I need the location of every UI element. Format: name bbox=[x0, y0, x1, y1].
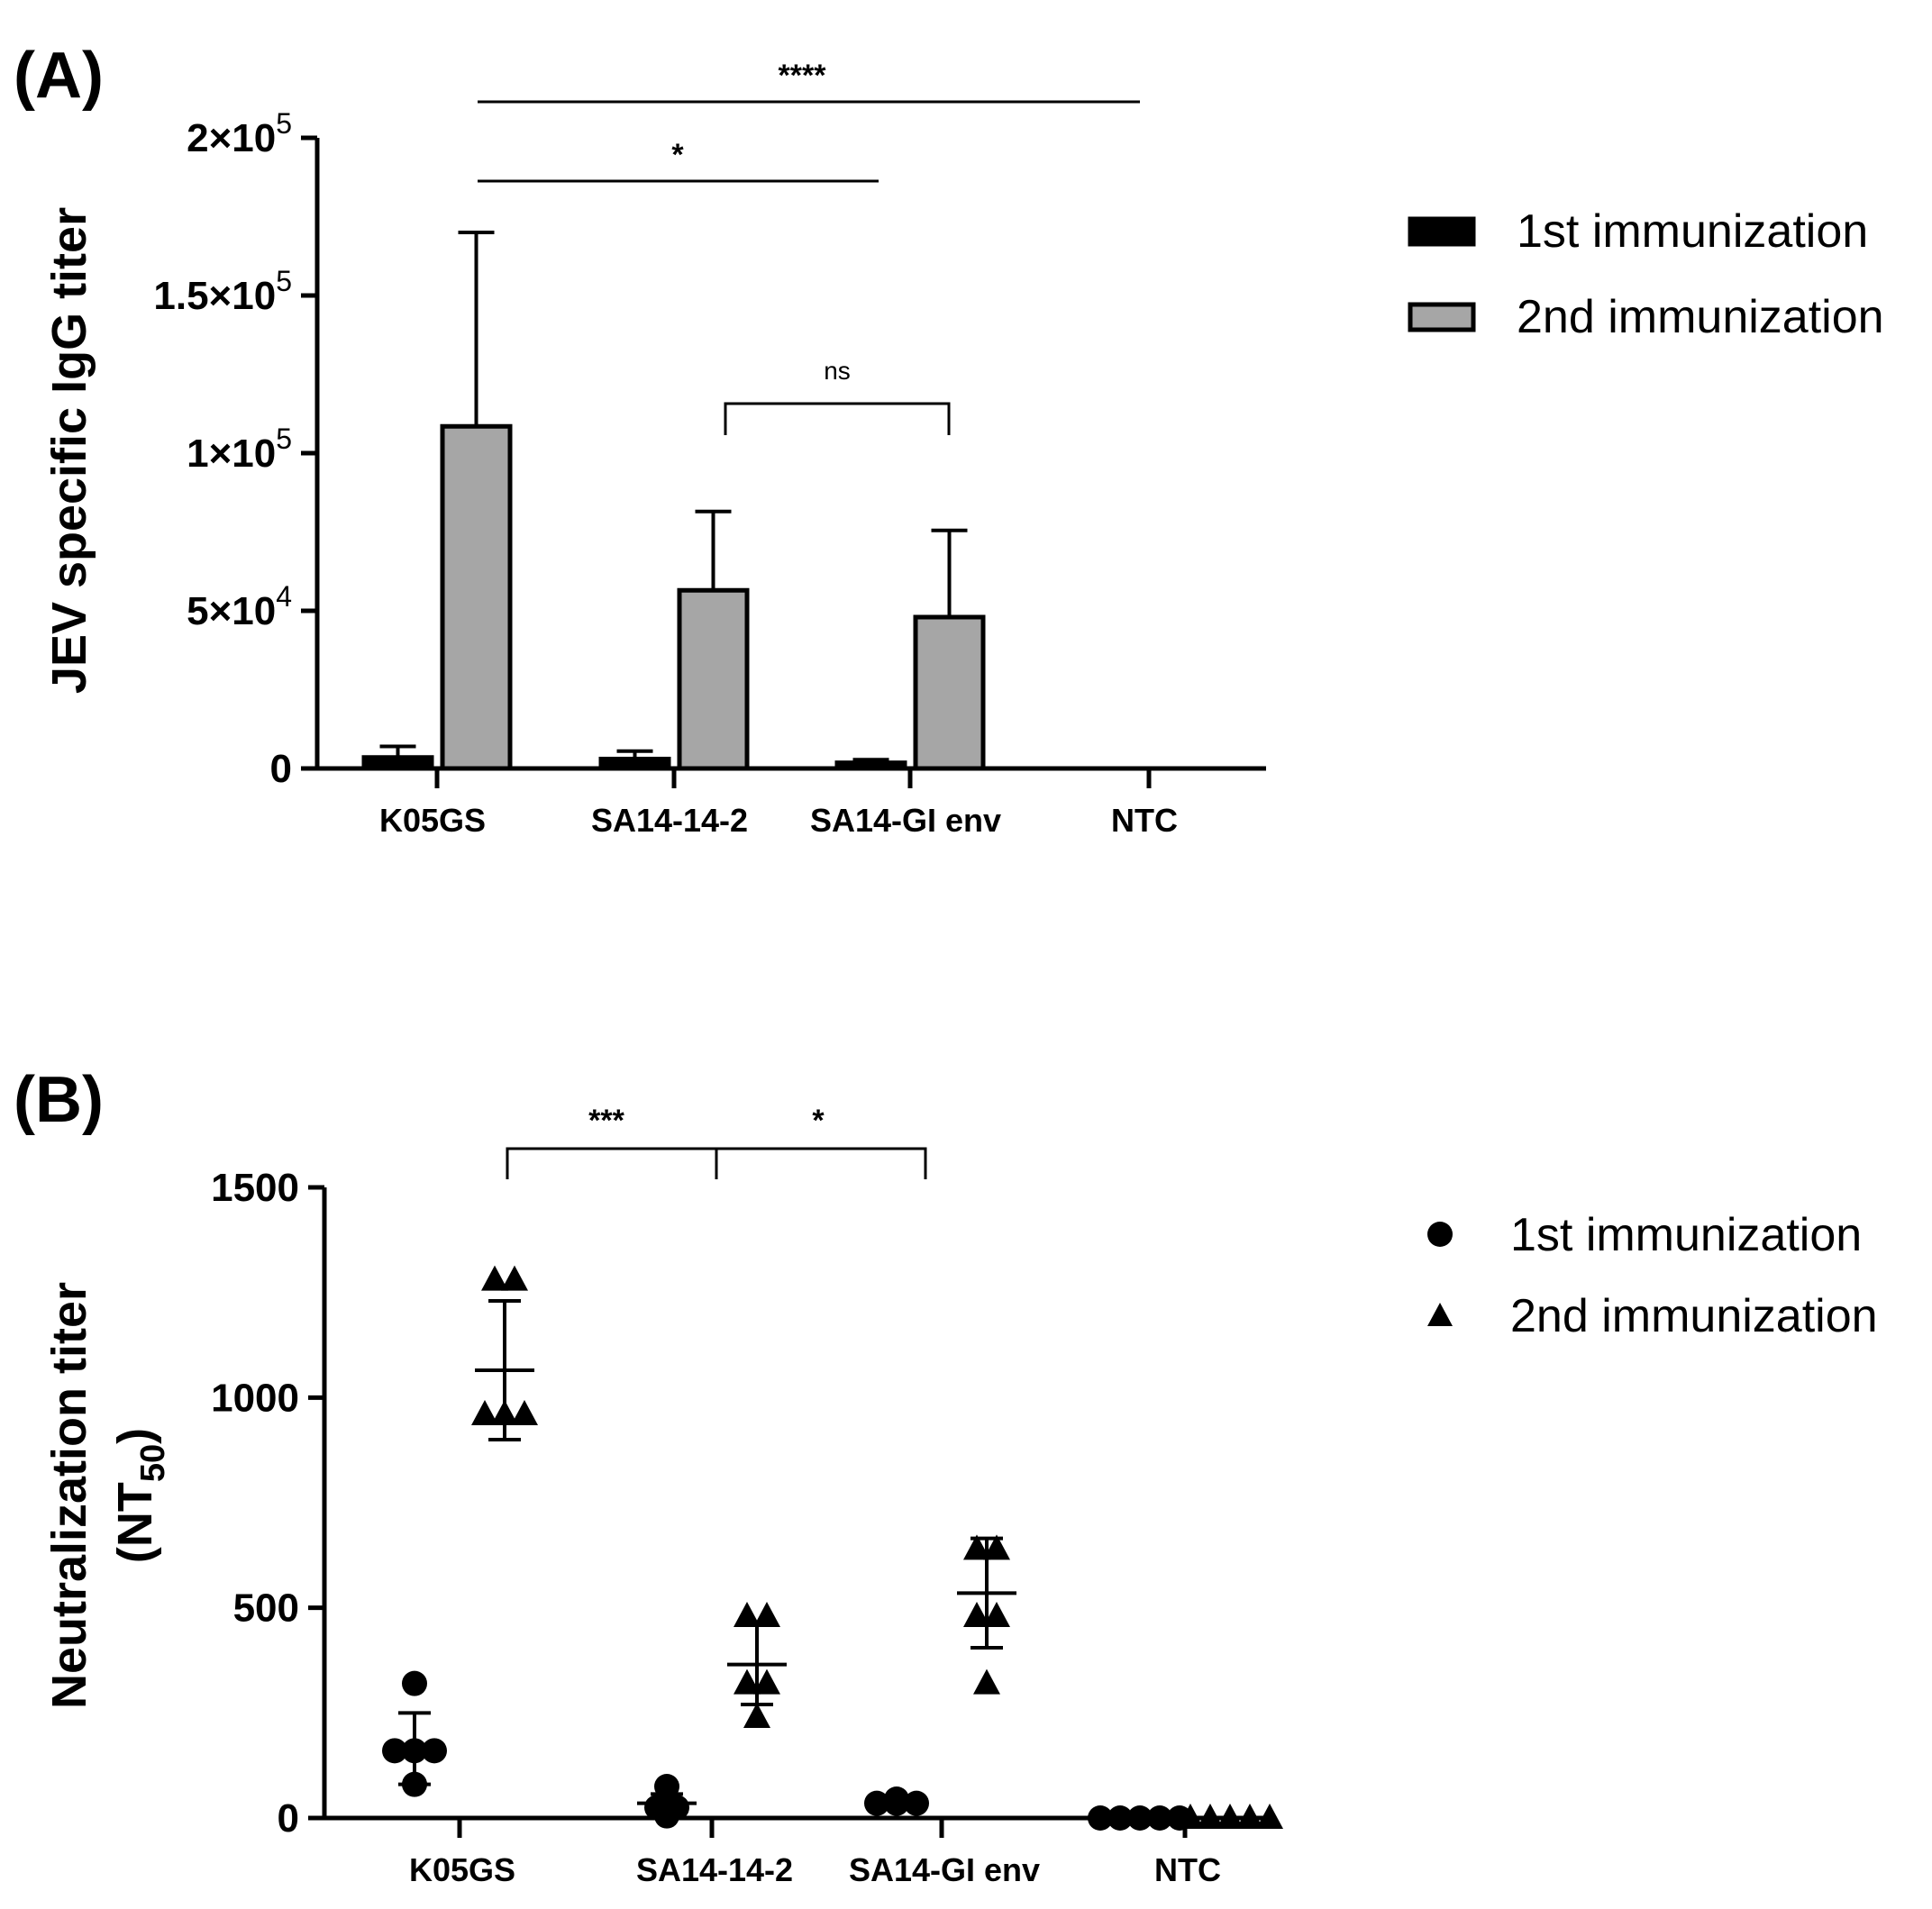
legend-b-triangle-marker bbox=[1427, 1303, 1453, 1326]
panel-a-category-sa14-gi-env: SA14-GI env bbox=[810, 802, 1001, 839]
sig-label-k05gs-ntc: **** bbox=[779, 59, 827, 93]
sig-label-ns: ns bbox=[824, 357, 851, 385]
panel-b-point-triangle bbox=[734, 1602, 761, 1627]
panel-a-legend: 1st immunization 2nd immunization bbox=[1408, 205, 1884, 343]
sig-bracket-sa14142-sa14gi bbox=[724, 402, 951, 435]
panel-a-y-axis-title: JEV specific IgG titer bbox=[42, 207, 96, 694]
panel-b-y-axis-title-line1-group: Neutralization titer bbox=[42, 1282, 96, 1709]
panel-a-y-ticks: 0 5×104 1×105 1.5×105 2×105 bbox=[153, 107, 317, 791]
panel-b-point-triangle bbox=[963, 1602, 990, 1627]
panel-b-point-triangle bbox=[983, 1534, 1010, 1560]
panel-b-point-circle bbox=[422, 1738, 447, 1764]
panel-a-bar-2nd-immunization-k05gs bbox=[440, 423, 513, 771]
panel-b-point-triangle bbox=[973, 1668, 1000, 1695]
panel-a-significance: **** * ns bbox=[478, 59, 1140, 435]
legend-b-label-2nd: 2nd immunization bbox=[1510, 1290, 1878, 1342]
panel-b-y-ticks: 0 500 1000 1500 bbox=[211, 1166, 324, 1841]
panel-b-label: (B) bbox=[14, 1064, 104, 1136]
sig-bracket-k05gs-sa14gi bbox=[506, 1147, 927, 1179]
panel-a-category-k05gs: K05GS bbox=[379, 802, 486, 839]
legend-b-circle-marker bbox=[1427, 1222, 1453, 1247]
panel-b-point-triangle bbox=[734, 1668, 761, 1695]
legend-a-swatch-1st bbox=[1408, 216, 1476, 247]
panel-b-point-circle bbox=[382, 1738, 407, 1764]
sig-label-k05gs-sa14gi: * bbox=[671, 138, 684, 172]
panel-b-point-triangle bbox=[511, 1400, 538, 1425]
panel-b-y-tick-label: 0 bbox=[278, 1796, 299, 1841]
panel-b-category-sa14-gi-env: SA14-GI env bbox=[849, 1851, 1040, 1888]
panel-b-category-k05gs: K05GS bbox=[409, 1851, 515, 1888]
panel-b-point-triangle bbox=[501, 1265, 528, 1291]
panel-a-bar-2nd-immunization-sa14-gi-env bbox=[913, 614, 986, 771]
panel-b-point-triangle bbox=[743, 1703, 770, 1728]
panel-b-y-tick-label: 500 bbox=[233, 1586, 299, 1631]
panel-b-point-triangle bbox=[471, 1400, 498, 1425]
panel-b-point-triangle bbox=[963, 1534, 990, 1560]
panel-b-category-ntc: NTC bbox=[1154, 1851, 1221, 1888]
panel-b-point-triangle bbox=[753, 1602, 780, 1627]
sig-label-triple: *** bbox=[588, 1104, 624, 1138]
panel-a-category-labels: K05GS SA14-14-2 SA14-GI env NTC bbox=[379, 768, 1178, 839]
panel-a-bar-chart: (A) JEV specific IgG titer 0 5×104 1×105 1.… bbox=[14, 40, 1884, 839]
panel-a-y-tick-label: 2×105 bbox=[187, 107, 292, 160]
panel-a-bars bbox=[361, 231, 986, 771]
legend-a-label-2nd: 2nd immunization bbox=[1517, 291, 1884, 343]
panel-b-scatter-chart: (B) Neutralization titer (NT50) 0 500 1000… bbox=[14, 1064, 1878, 1888]
panel-b-y-tick-label: 1500 bbox=[211, 1166, 299, 1210]
panel-b-point-triangle bbox=[983, 1602, 1010, 1627]
panel-b-significance: *** * bbox=[506, 1104, 927, 1179]
panel-a-y-tick-label: 5×104 bbox=[187, 580, 292, 633]
panel-a-y-tick-label: 1×105 bbox=[187, 423, 292, 476]
panel-b-point-triangle bbox=[1256, 1804, 1283, 1829]
legend-b-label-1st: 1st immunization bbox=[1510, 1209, 1862, 1261]
panel-b-y-axis-title-line2-group: (NT50) bbox=[108, 1428, 172, 1563]
sig-label-single: * bbox=[812, 1104, 825, 1138]
panel-a-category-ntc: NTC bbox=[1111, 802, 1178, 839]
panel-b-point-triangle bbox=[481, 1265, 508, 1291]
panel-a-y-tick-label: 0 bbox=[270, 747, 292, 791]
panel-b-y-axis-title-line1: Neutralization titer bbox=[42, 1282, 96, 1709]
panel-a-y-tick-label: 1.5×105 bbox=[153, 265, 292, 318]
panel-a-category-sa14-14-2: SA14-14-2 bbox=[591, 802, 748, 839]
panel-b-point-circle bbox=[402, 1670, 427, 1696]
panel-a-label: (A) bbox=[14, 40, 104, 112]
panel-a-bar-2nd-immunization-sa14-14-2 bbox=[677, 587, 750, 771]
legend-a-swatch-2nd bbox=[1408, 302, 1476, 332]
panel-b-legend: 1st immunization 2nd immunization bbox=[1427, 1209, 1878, 1342]
panel-b-y-tick-label: 1000 bbox=[211, 1376, 299, 1420]
panel-b-category-labels: K05GS SA14-14-2 SA14-GI env NTC bbox=[409, 1818, 1221, 1888]
panel-b-point-triangle bbox=[753, 1668, 780, 1695]
panel-b-category-sa14-14-2: SA14-14-2 bbox=[636, 1851, 793, 1888]
panel-b-points bbox=[382, 1265, 1283, 1831]
legend-a-label-1st: 1st immunization bbox=[1517, 205, 1868, 258]
panel-b-y-axis-title-line2: (NT50) bbox=[108, 1428, 172, 1563]
